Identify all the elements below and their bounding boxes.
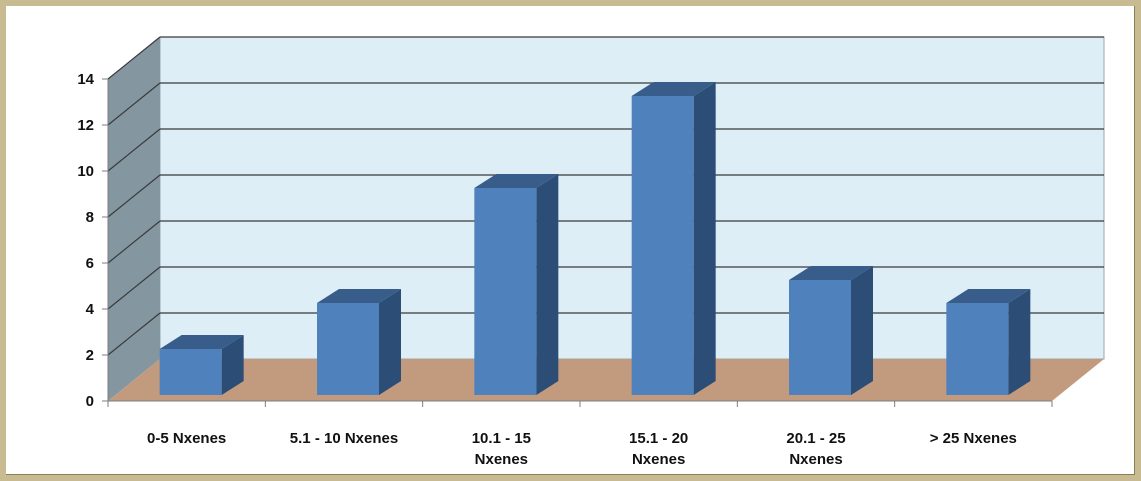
x-tick-label: 10.1 - 15 xyxy=(472,430,531,447)
y-tick-label: 0 xyxy=(86,393,94,410)
bar-side xyxy=(851,266,873,395)
bar-front xyxy=(317,303,379,395)
bar-front xyxy=(631,96,694,395)
bar-side xyxy=(221,335,244,395)
y-tick-label: 4 xyxy=(86,301,95,318)
x-tick-label: 20.1 - 25 xyxy=(786,430,845,447)
y-tick-label: 10 xyxy=(77,163,94,180)
bar xyxy=(631,82,716,395)
bar-top xyxy=(474,174,559,188)
gridline-side xyxy=(107,82,161,126)
gridline-side xyxy=(107,128,161,172)
chart-frame: 0 2 4 6 8 10 12 14 0-5 Nxenes 5.1 - 10 Nxenes 10.… xyxy=(6,6,1135,475)
y-tick-label: 6 xyxy=(86,255,94,272)
x-tick-label: Nxenes xyxy=(632,451,685,468)
bar-front xyxy=(946,303,1009,395)
gridline-side xyxy=(107,266,161,310)
bar xyxy=(946,289,1031,395)
x-tick-labels: 0-5 Nxenes 5.1 - 10 Nxenes 10.1 - 15 Nxenes… xyxy=(147,430,1017,468)
y-tick-label: 2 xyxy=(86,347,94,364)
gridline-side xyxy=(107,220,161,264)
bar xyxy=(789,266,873,395)
bar-side xyxy=(536,174,559,395)
gridline-side xyxy=(107,36,161,80)
bar-top xyxy=(946,289,1031,303)
y-tick-label: 12 xyxy=(77,117,94,134)
x-tick-label: > 25 Nxenes xyxy=(930,430,1017,447)
bar-front xyxy=(789,280,851,395)
bar-front xyxy=(474,188,537,395)
bar-side xyxy=(693,82,716,395)
bar-top xyxy=(159,335,244,349)
y-tick-label: 14 xyxy=(77,71,94,88)
bar-top xyxy=(789,266,873,280)
gridline-side xyxy=(107,174,161,218)
bar xyxy=(317,289,401,395)
bar-side xyxy=(1008,289,1031,395)
x-tick-label: Nxenes xyxy=(475,451,528,468)
bar-chart: 0 2 4 6 8 10 12 14 0-5 Nxenes 5.1 - 10 Nxenes 10.… xyxy=(77,36,1105,468)
bar-top xyxy=(317,289,401,303)
y-tick-label: 8 xyxy=(86,209,94,226)
bars xyxy=(159,82,1031,395)
x-tick-label: 15.1 - 20 xyxy=(629,430,688,447)
bar-front xyxy=(159,349,222,395)
axes xyxy=(102,78,1053,407)
x-tick-label: 5.1 - 10 Nxenes xyxy=(290,430,398,447)
x-tick-label: Nxenes xyxy=(789,451,842,468)
bar-side xyxy=(379,289,401,395)
x-tick-label: 0-5 Nxenes xyxy=(147,430,226,447)
gridline-side xyxy=(107,312,161,356)
y-tick-labels: 0 2 4 6 8 10 12 14 xyxy=(77,71,94,410)
side-wall xyxy=(108,37,160,401)
bar xyxy=(159,335,244,395)
bar-top xyxy=(631,82,716,96)
bar xyxy=(474,174,559,395)
